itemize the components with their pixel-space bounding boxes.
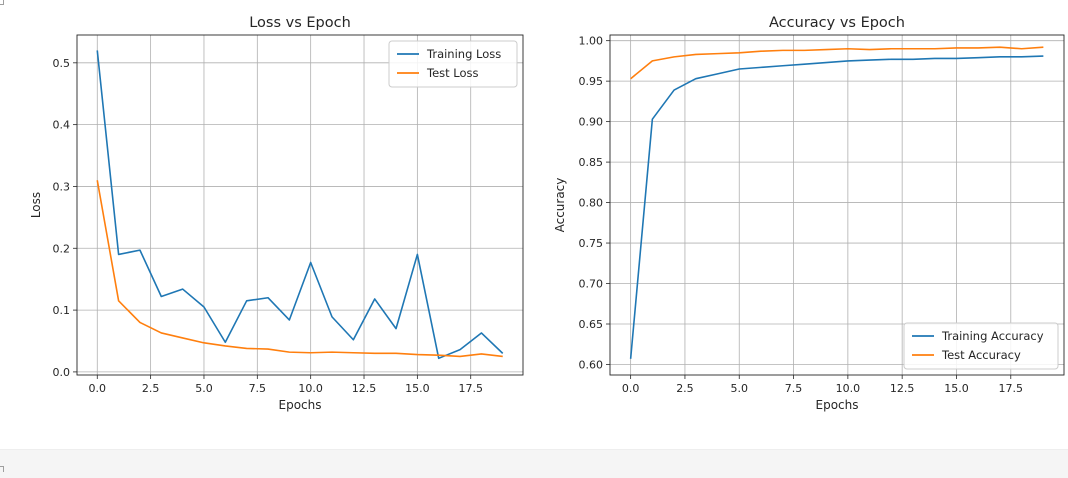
legend-box: [388, 40, 518, 88]
series-line-test: [630, 46, 1044, 80]
y-tick-label: 0.80: [579, 197, 604, 210]
y-tick-label: 0.3: [53, 180, 71, 193]
cell-bracket-top: [0, 0, 4, 5]
series-line-test: [96, 180, 503, 358]
y-tick-label: 1.00: [579, 35, 604, 48]
x-tick-label: 15.0: [405, 382, 430, 395]
figure: 0.0 2.5 5.0 7.5 10.0 12.5 15.0 17.5 0.0 0.1 0.2 0.3…: [29, 15, 1065, 412]
y-tick-label: 0.60: [579, 358, 604, 371]
x-tick-label: 10.0: [298, 382, 323, 395]
x-axis-label: Epochs: [816, 398, 859, 412]
y-tick-label: 0.2: [53, 242, 71, 255]
y-axis-label: Loss: [29, 192, 43, 218]
legend-label: Training Loss: [426, 47, 501, 61]
x-tick-label: 7.5: [785, 382, 803, 395]
legend-label: Test Accuracy: [941, 348, 1021, 362]
y-tick-label: 0.5: [53, 57, 71, 70]
cell-bracket-bottom: [0, 466, 4, 472]
y-axis-label: Accuracy: [553, 178, 567, 233]
plot-area: [610, 35, 1064, 375]
y-tick-label: 0.65: [579, 318, 604, 331]
series-line-training: [96, 50, 504, 360]
y-tick-label: 0.75: [579, 237, 604, 250]
x-tick-label: 7.5: [249, 382, 267, 395]
x-tick-label: 17.5: [999, 382, 1024, 395]
plot-area: [77, 35, 523, 375]
axes-frame: [76, 34, 524, 376]
loss-chart: 0.0 2.5 5.0 7.5 10.0 12.5 15.0 17.5 0.0 0.1 0.2 0.3…: [29, 15, 524, 412]
x-tick-label: 17.5: [458, 382, 483, 395]
x-axis-label: Epochs: [279, 398, 322, 412]
x-tick-label: 5.0: [195, 382, 213, 395]
legend-label: Test Loss: [426, 66, 479, 80]
series-line-training: [629, 55, 1044, 359]
x-tick-label: 0.0: [622, 382, 640, 395]
chart-title: Accuracy vs Epoch: [769, 15, 905, 31]
x-tick-label: 2.5: [142, 382, 160, 395]
axes-frame: [609, 34, 1065, 376]
x-tick-label: 5.0: [730, 382, 748, 395]
notebook-output-cell-area: [0, 449, 1068, 478]
y-tick-label: 0.90: [579, 116, 604, 129]
x-tick-label: 12.5: [352, 382, 377, 395]
y-tick-label: 0.1: [53, 304, 71, 317]
x-tick-label: 0.0: [89, 382, 107, 395]
y-tick-label: 0.70: [579, 278, 604, 291]
x-tick-label: 10.0: [836, 382, 861, 395]
y-tick-label: 0.85: [579, 156, 604, 169]
legend-label: Training Accuracy: [941, 329, 1044, 343]
x-tick-label: 2.5: [676, 382, 694, 395]
accuracy-chart: 0.0 2.5 5.0 7.5 10.0 12.5 15.0 17.5 0.60 0.65 0.70…: [553, 15, 1065, 412]
y-tick-label: 0.95: [579, 75, 604, 88]
x-tick-label: 15.0: [944, 382, 969, 395]
y-tick-label: 0.0: [53, 366, 71, 379]
legend-box: [903, 322, 1059, 370]
y-tick-label: 0.4: [53, 119, 71, 132]
x-tick-label: 12.5: [890, 382, 915, 395]
chart-title: Loss vs Epoch: [249, 15, 351, 31]
